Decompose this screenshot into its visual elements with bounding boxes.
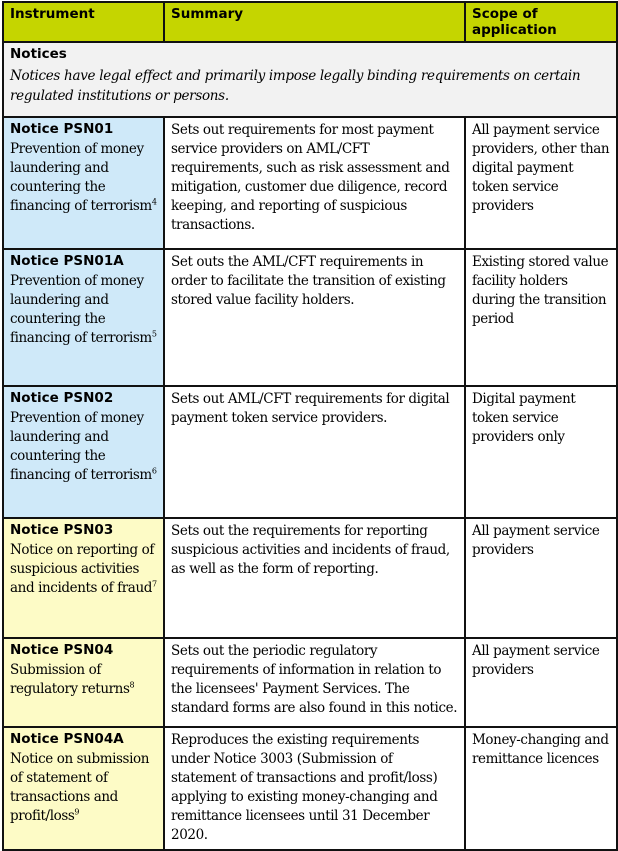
instrument-title: Notice on submission of statement of tra… [10, 751, 150, 824]
table-row: Notice PSN01 Prevention of money launder… [2, 116, 618, 250]
instrument-code: Notice PSN04A [10, 731, 124, 747]
instrument-title: Prevention of money laundering and count… [10, 410, 152, 483]
instrument-code: Notice PSN04 [10, 642, 114, 658]
scope-cell: All payment service providers [464, 517, 618, 639]
table-row: Notice PSN04A Notice on submission of st… [2, 726, 618, 851]
footnote-ref[interactable]: 5 [151, 329, 157, 339]
scope-cell: Digital payment token service providers … [464, 385, 618, 519]
summary-cell: Sets out the periodic regulatory require… [163, 637, 466, 728]
summary-cell: Sets out AML/CFT requirements for digita… [163, 385, 466, 519]
footnote-ref[interactable]: 9 [74, 807, 80, 817]
instrument-code: Notice PSN01 [10, 121, 114, 137]
section-title: Notices [10, 46, 67, 62]
footnote-ref[interactable]: 8 [129, 680, 135, 690]
instrument-code: Notice PSN02 [10, 390, 114, 406]
table-row: Notice PSN01A Prevention of money launde… [2, 248, 618, 387]
table-row: Notice PSN04 Submission of regulatory re… [2, 637, 618, 728]
instrument-title: Prevention of money laundering and count… [10, 141, 152, 214]
instrument-cell: Notice PSN01 Prevention of money launder… [2, 116, 165, 250]
instrument-code: Notice PSN01A [10, 253, 124, 269]
footnote-ref[interactable]: 7 [152, 579, 157, 589]
footnote-ref[interactable]: 6 [151, 466, 157, 476]
section-description: Notices have legal effect and primarily … [10, 68, 581, 104]
table-row: Notice PSN02 Prevention of money launder… [2, 385, 618, 519]
section-row: Notices Notices have legal effect and pr… [2, 41, 618, 118]
instrument-code: Notice PSN03 [10, 522, 114, 538]
instrument-cell: Notice PSN01A Prevention of money launde… [2, 248, 165, 387]
header-scope: Scope of application [464, 1, 618, 43]
instrument-cell: Notice PSN04A Notice on submission of st… [2, 726, 165, 851]
header-summary: Summary [163, 1, 466, 43]
footnote-ref[interactable]: 4 [151, 197, 157, 207]
instrument-title: Prevention of money laundering and count… [10, 273, 152, 346]
instrument-title: Submission of regulatory returns [10, 662, 130, 697]
scope-cell: All payment service providers, other tha… [464, 116, 618, 250]
summary-cell: Sets out the requirements for reporting … [163, 517, 466, 639]
scope-cell: Existing stored value facility holders d… [464, 248, 618, 387]
scope-cell: Money-changing and remittance licences [464, 726, 618, 851]
header-instrument: Instrument [2, 1, 165, 43]
instrument-title: Notice on reporting of suspicious activi… [10, 542, 154, 596]
section-cell: Notices Notices have legal effect and pr… [2, 41, 618, 118]
summary-cell: Set outs the AML/CFT requirements in ord… [163, 248, 466, 387]
instrument-cell: Notice PSN04 Submission of regulatory re… [2, 637, 165, 728]
table-row: Notice PSN03 Notice on reporting of susp… [2, 517, 618, 639]
table-header-row: Instrument Summary Scope of application [2, 1, 618, 43]
instrument-cell: Notice PSN03 Notice on reporting of susp… [2, 517, 165, 639]
instrument-cell: Notice PSN02 Prevention of money launder… [2, 385, 165, 519]
summary-cell: Reproduces the existing requirements und… [163, 726, 466, 851]
summary-cell: Sets out requirements for most payment s… [163, 116, 466, 250]
scope-cell: All payment service providers [464, 637, 618, 728]
